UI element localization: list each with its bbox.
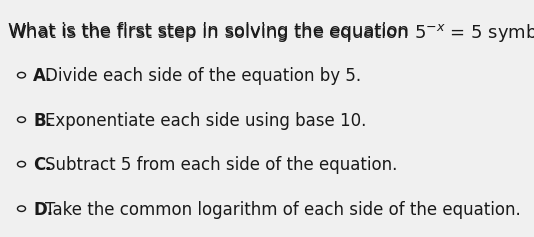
- Text: Take the common logarithm of each side of the equation.: Take the common logarithm of each side o…: [45, 201, 521, 219]
- Text: B.: B.: [33, 112, 52, 130]
- Text: What is the first step in solving the equation $5^{-x}$ = 5 symbolically?: What is the first step in solving the eq…: [8, 23, 534, 45]
- Text: C.: C.: [33, 156, 52, 174]
- Text: What is the first step in solving the equation: What is the first step in solving the eq…: [8, 23, 415, 41]
- Text: Divide each side of the equation by 5.: Divide each side of the equation by 5.: [45, 67, 361, 85]
- Text: Subtract 5 from each side of the equation.: Subtract 5 from each side of the equatio…: [45, 156, 397, 174]
- Text: D.: D.: [33, 201, 53, 219]
- Text: Exponentiate each side using base 10.: Exponentiate each side using base 10.: [45, 112, 366, 130]
- Text: A.: A.: [33, 67, 53, 85]
